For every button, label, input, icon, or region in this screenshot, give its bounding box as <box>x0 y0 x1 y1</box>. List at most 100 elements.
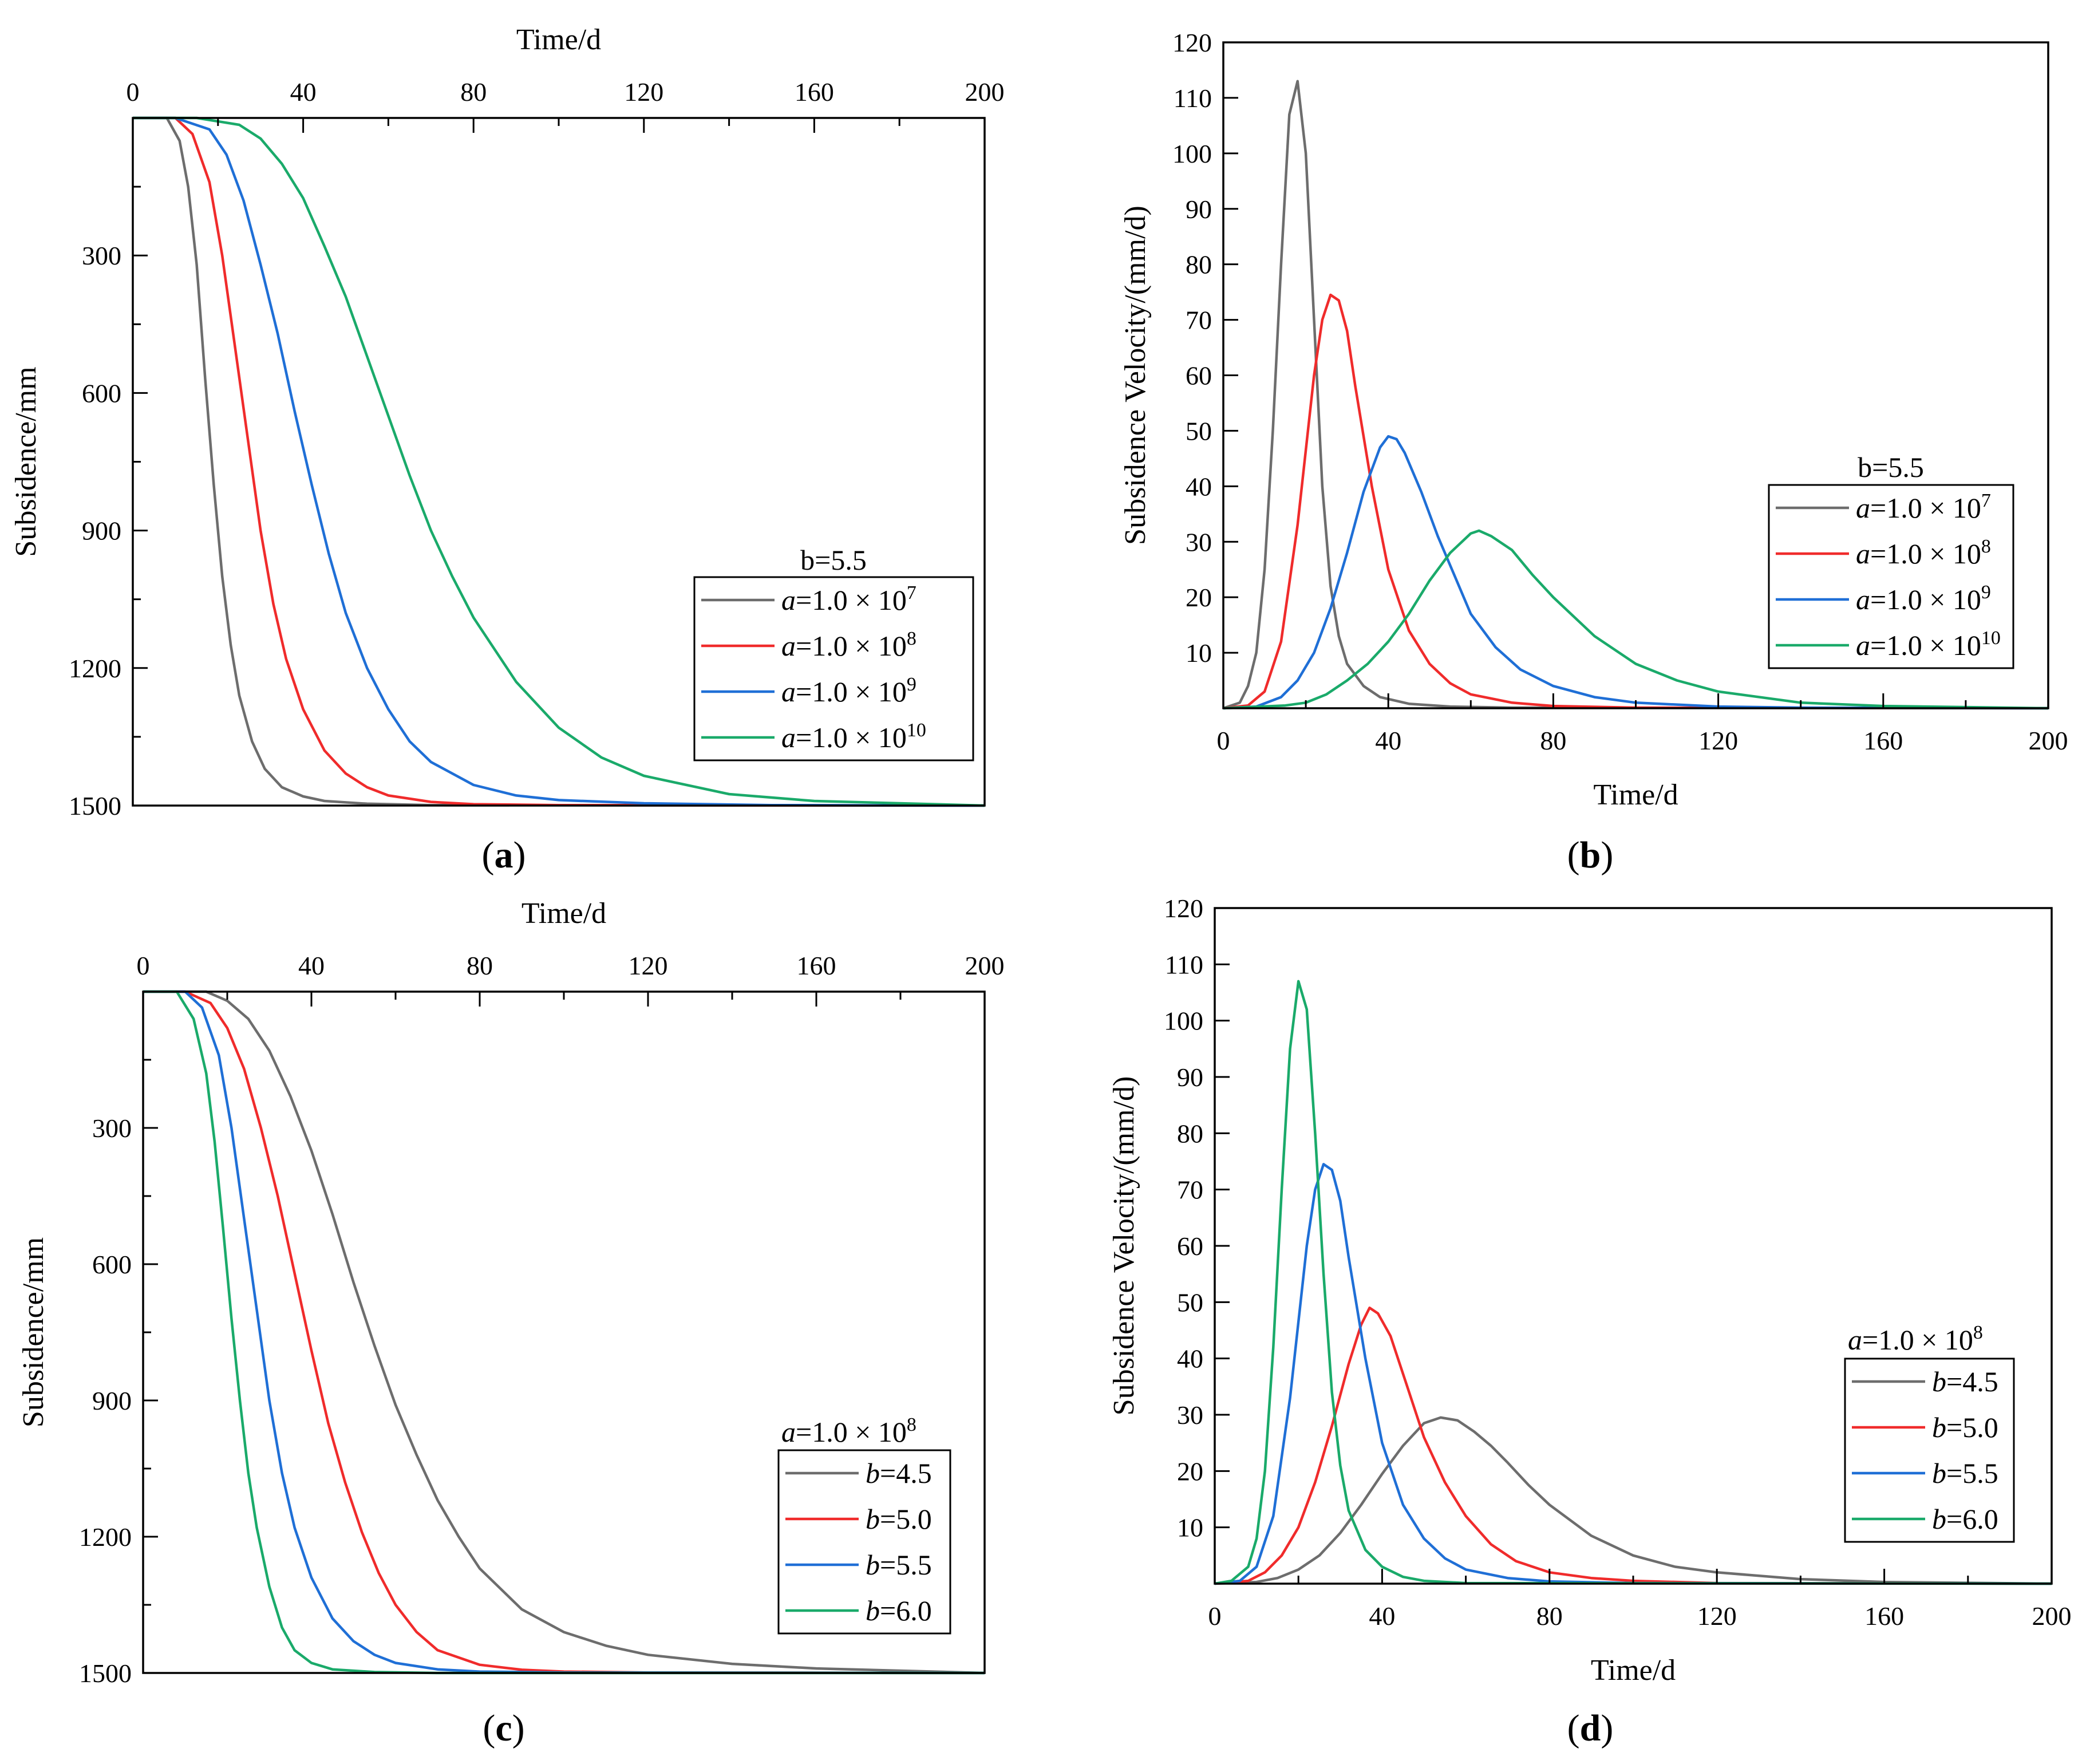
x-tick-label: 160 <box>1863 726 1903 755</box>
legend-entry-2-value: =1.0 × 10 <box>796 676 907 708</box>
y-axis-label: Subsidence Velocity/(mm/d) <box>1119 206 1152 545</box>
x-axis-label: Time/d <box>522 897 606 930</box>
legend-title-exponent: 8 <box>907 1414 916 1435</box>
legend-entry-3-exponent: 10 <box>907 720 926 741</box>
legend-entry-2-exponent: 9 <box>907 674 916 695</box>
y-tick-label: 10 <box>1186 638 1212 668</box>
legend-entry-1-value: =1.0 × 10 <box>796 630 907 662</box>
caption-paren-open: ( <box>1567 1707 1580 1749</box>
legend-title-value: =1.0 × 10 <box>1862 1324 1973 1356</box>
legend-entry-3-value: =1.0 × 10 <box>796 721 907 753</box>
series-line-a-3 <box>133 116 985 807</box>
panel-b: 0 40 80 120 160 200 10 20 30 40 50 60 70 80 90 100 110 12… <box>1119 28 2068 876</box>
y-tick-label: 300 <box>92 1114 132 1143</box>
y-tick-label: 600 <box>92 1250 132 1279</box>
series-line-d-1 <box>1214 1306 2052 1585</box>
y-axis-label: Subsidence/mm <box>10 366 42 557</box>
legend-entry-3-var: b <box>866 1595 880 1627</box>
y-tick-label: 600 <box>82 378 121 408</box>
x-tick-label: 200 <box>2032 1601 2072 1631</box>
series-line-b-0 <box>1223 80 2049 710</box>
legend-entry-3-exponent: 10 <box>1981 628 2001 649</box>
legend-entry-1: a=1.0 × 108 <box>781 628 916 662</box>
panel-d: 0 40 80 120 160 200 10 20 30 40 50 60 70 80 90 100 110 12… <box>1108 894 2072 1749</box>
x-tick-label: 40 <box>1369 1601 1395 1631</box>
x-tick-label: 0 <box>1208 1601 1222 1631</box>
legend-entry-2: b=5.5 <box>1932 1457 1998 1489</box>
series-line-c-2 <box>143 990 985 1675</box>
legend-entry-1-exponent: 8 <box>1981 536 1991 557</box>
legend-entry-1: b=5.0 <box>866 1503 932 1535</box>
caption-paren-close: ) <box>512 1707 525 1749</box>
legend-entry-2-var: b <box>1932 1457 1946 1489</box>
x-tick-label: 80 <box>1540 726 1566 755</box>
y-tick-label: 40 <box>1177 1344 1203 1374</box>
caption-paren-close: ) <box>1601 834 1613 876</box>
series-line-b-3 <box>1223 529 2049 710</box>
legend-entry-1-exponent: 8 <box>907 628 916 649</box>
series-line-d-3 <box>1214 980 2052 1585</box>
legend-entry-0: a=1.0 × 107 <box>781 582 916 616</box>
legend-entry-1-value: =5.0 <box>1946 1411 1998 1443</box>
legend-entry-2: a=1.0 × 109 <box>1856 582 1991 615</box>
legend-entry-0-value: =1.0 × 10 <box>796 584 907 616</box>
legend-entry-2: b=5.5 <box>866 1549 932 1581</box>
panel-caption: (d) <box>1567 1707 1614 1749</box>
legend-entry-1-value: =5.0 <box>880 1503 932 1535</box>
legend-entry-1-var: a <box>1856 538 1870 570</box>
caption-paren-open: ( <box>483 1707 495 1749</box>
y-axis-label: Subsidence Velocity/(mm/d) <box>1108 1076 1140 1416</box>
legend-entry-0-var: a <box>781 584 796 616</box>
legend-entry-1-value: =1.0 × 10 <box>1870 538 1981 570</box>
y-tick-label: 1200 <box>79 1522 132 1552</box>
legend-entry-0-var: b <box>866 1457 880 1489</box>
y-tick-label: 10 <box>1177 1513 1203 1542</box>
legend-title: a=1.0 × 108 <box>781 1414 916 1448</box>
legend-entry-2-exponent: 9 <box>1981 582 1991 603</box>
panel-caption: (c) <box>483 1707 524 1749</box>
x-tick-label: 40 <box>290 77 317 106</box>
y-tick-label: 90 <box>1177 1063 1203 1092</box>
y-tick-label: 110 <box>1165 950 1203 979</box>
legend-box <box>777 1449 951 1635</box>
caption-paren-open: ( <box>1567 834 1580 876</box>
legend-entry-1: a=1.0 × 108 <box>1856 536 1991 570</box>
series-line-d-2 <box>1214 1163 2052 1585</box>
legend-entry-0-exponent: 7 <box>907 582 916 603</box>
legend-entry-0: a=1.0 × 107 <box>1856 490 1991 524</box>
legend-entry-2-var: b <box>866 1549 880 1581</box>
legend-entry-3-value: =1.0 × 10 <box>1870 629 1981 661</box>
y-tick-label: 100 <box>1172 139 1212 168</box>
legend-entry-3-var: a <box>1856 629 1870 661</box>
panel-caption: (b) <box>1567 834 1614 876</box>
legend-entry-2-var: a <box>781 676 796 708</box>
legend-entry-3: b=6.0 <box>1932 1503 1998 1535</box>
panel-a: 0 40 80 120 160 200 300 600 900 1200 1500 Time/d Sub… <box>10 23 1005 876</box>
y-tick-label: 120 <box>1164 894 1203 923</box>
y-tick-label: 70 <box>1186 306 1212 335</box>
y-tick-label: 110 <box>1174 84 1212 113</box>
legend-entry-3: b=6.0 <box>866 1595 932 1627</box>
legend-title: b=5.5 <box>800 544 867 576</box>
caption-letter: a <box>495 834 513 876</box>
legend-box <box>1844 1357 2015 1543</box>
series-line-b-1 <box>1223 293 2049 710</box>
legend-title-value: =1.0 × 10 <box>796 1416 907 1448</box>
y-tick-label: 80 <box>1177 1119 1203 1148</box>
y-tick-label: 30 <box>1186 527 1212 557</box>
x-axis-label: Time/d <box>1593 779 1678 811</box>
legend-entry-1-var: b <box>1932 1411 1946 1443</box>
legend-entry-2: a=1.0 × 109 <box>781 674 916 708</box>
x-tick-label: 0 <box>1217 726 1230 755</box>
legend-title: b=5.5 <box>1858 451 1924 483</box>
series-line-a-1 <box>133 116 985 807</box>
x-tick-label: 200 <box>965 951 1005 980</box>
caption-letter: b <box>1580 834 1601 876</box>
legend-entry-2-value: =5.5 <box>880 1549 932 1581</box>
legend-entry-3-var: b <box>1932 1503 1946 1535</box>
y-tick-label: 50 <box>1186 416 1212 445</box>
